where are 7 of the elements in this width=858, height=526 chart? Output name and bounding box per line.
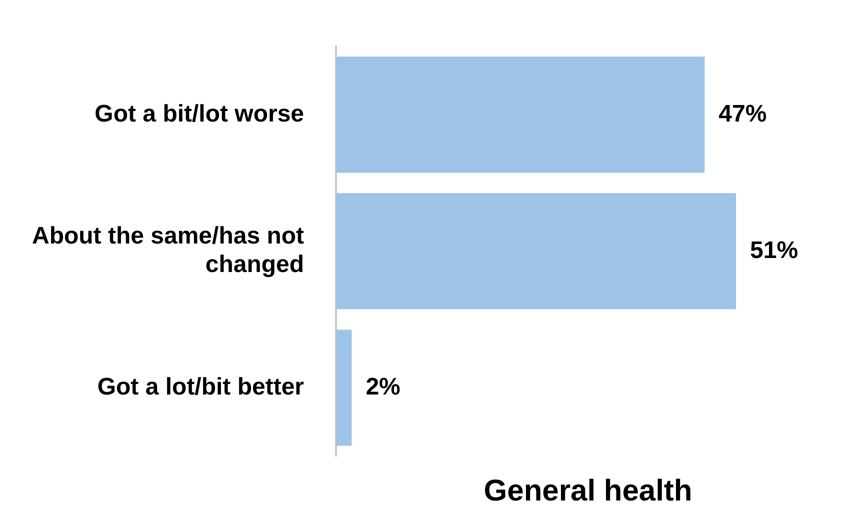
y-tick-label: Got a lot/bit better	[97, 373, 304, 400]
y-tick-label: Got a bit/lot worse	[94, 100, 304, 128]
x-axis-title: General health	[484, 474, 692, 508]
data-label: 47%	[718, 100, 767, 128]
data-label: 51%	[750, 236, 798, 264]
data-label: 2%	[366, 373, 400, 400]
y-tick-label: About the same/has not changed	[32, 222, 304, 278]
